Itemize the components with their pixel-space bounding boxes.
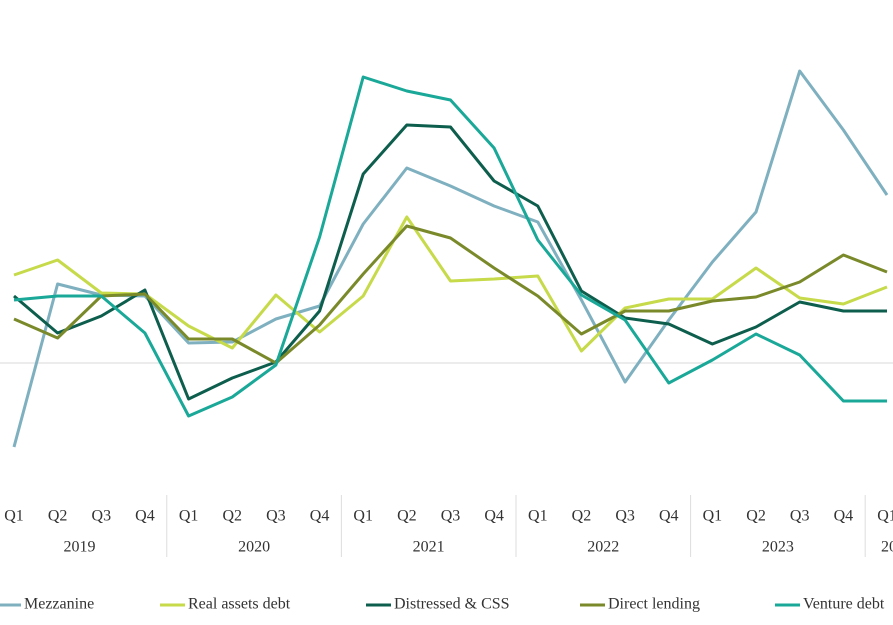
year-label: 2021 <box>413 539 445 556</box>
x-tick-label: Q1 <box>4 508 24 525</box>
year-label: 2024 <box>881 539 893 556</box>
x-tick-label: Q4 <box>659 508 679 525</box>
x-tick-label: Q4 <box>834 508 854 525</box>
legend-label: Real assets debt <box>188 596 291 613</box>
series-line <box>13 224 888 365</box>
x-tick-label: Q1 <box>703 508 723 525</box>
x-tick-label: Q1 <box>528 508 548 525</box>
series-line <box>12 69 889 448</box>
x-tick-label: Q4 <box>484 508 504 525</box>
x-tick-label: Q3 <box>266 508 286 525</box>
x-tick-label: Q3 <box>441 508 461 525</box>
x-tick-label: Q3 <box>615 508 635 525</box>
x-tick-label: Q2 <box>222 508 242 525</box>
year-label: 2019 <box>63 539 95 556</box>
x-tick-label: Q2 <box>48 508 68 525</box>
x-tick-label: Q2 <box>746 508 766 525</box>
x-tick-label: Q1 <box>179 508 199 525</box>
x-tick-label: Q3 <box>790 508 810 525</box>
x-tick-label: Q4 <box>310 508 330 525</box>
x-tick-label: Q2 <box>572 508 592 525</box>
series-line <box>13 75 887 418</box>
x-tick-label: Q2 <box>397 508 417 525</box>
year-label: 2022 <box>587 539 619 556</box>
x-tick-label: Q4 <box>135 508 155 525</box>
x-tick-label: Q3 <box>92 508 112 525</box>
series-line <box>13 215 888 353</box>
year-label: 2020 <box>238 539 270 556</box>
legend-label: Mezzanine <box>24 596 94 613</box>
legend-label: Distressed & CSS <box>394 596 510 613</box>
year-label: 2023 <box>762 539 794 556</box>
x-tick-label: Q1 <box>353 508 373 525</box>
legend-label: Venture debt <box>803 596 885 613</box>
legend-label: Direct lending <box>608 596 700 613</box>
x-tick-label: Q1 <box>877 508 893 525</box>
series-line <box>13 123 887 401</box>
